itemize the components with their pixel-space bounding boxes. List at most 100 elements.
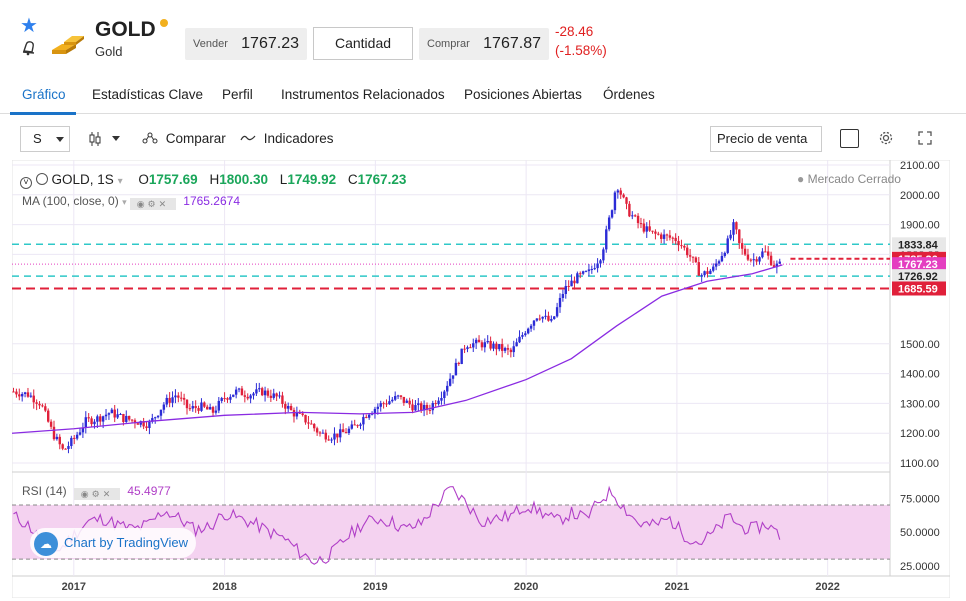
candle-body: [654, 231, 657, 234]
candle-body: [260, 388, 264, 396]
candle-body: [362, 416, 365, 425]
star-icon[interactable]: ★: [20, 15, 38, 37]
rsi-tick-label: 50.0000: [900, 527, 940, 539]
candle-body: [373, 408, 377, 414]
candle-body: [304, 414, 307, 423]
candle-body: [127, 415, 131, 420]
candle-body: [298, 412, 301, 414]
indicators-button[interactable]: Indicadores: [240, 131, 334, 146]
collapse-icon[interactable]: ˅: [20, 177, 32, 189]
candle-body: [506, 348, 510, 350]
candle-body: [706, 271, 709, 274]
fullscreen-icon[interactable]: [918, 131, 932, 145]
chevron-down-icon[interactable]: ▾: [122, 197, 127, 207]
market-status-dot: [160, 19, 168, 27]
tradingview-badge[interactable]: ☁ Chart by TradingView: [30, 528, 197, 558]
candle-body: [58, 436, 61, 445]
candle-body: [498, 344, 501, 350]
candle-body: [162, 404, 166, 410]
candle-body: [122, 414, 125, 422]
sell-button[interactable]: Vender 1767.23: [185, 28, 307, 60]
candle-body: [726, 238, 729, 253]
tab-perfil[interactable]: Perfil: [222, 87, 253, 102]
candle-body: [284, 403, 287, 409]
candle-body: [52, 426, 56, 440]
rsi-value: 45.4977: [127, 484, 171, 498]
candle-body: [367, 414, 371, 418]
candle-body: [694, 257, 698, 263]
candle-body: [581, 271, 585, 274]
price-type-select[interactable]: Precio de venta: [710, 126, 822, 167]
candle-body: [96, 416, 99, 422]
tab-ordenes[interactable]: Órdenes: [603, 87, 655, 102]
candle-body: [405, 400, 408, 403]
candle-body: [550, 318, 553, 321]
quantity-input[interactable]: Cantidad: [313, 27, 413, 60]
gear-icon[interactable]: [878, 130, 894, 146]
chart-type-select[interactable]: [78, 126, 130, 152]
chevron-down-icon[interactable]: ▾: [117, 176, 123, 187]
candle-body: [393, 396, 397, 400]
candle-body: [295, 412, 299, 417]
candle-body: [185, 399, 189, 409]
candle-body: [70, 437, 73, 447]
candle-body: [168, 397, 171, 403]
price-axis-label: 1767.23: [898, 259, 938, 271]
candle-body: [125, 415, 128, 422]
candle-body: [688, 255, 692, 257]
candle-body: [64, 448, 67, 450]
candle-body: [460, 348, 463, 364]
candle-body: [671, 237, 674, 239]
price-axis-label: 1726.92: [898, 271, 938, 283]
candle-body: [365, 416, 368, 418]
indicator-controls[interactable]: ◉⚙✕: [74, 488, 121, 500]
candle-body: [194, 406, 197, 409]
candle-body: [633, 215, 637, 217]
candle-body: [356, 425, 359, 427]
candle-body: [110, 409, 114, 414]
instrument-header: ★ GOLD Gold Vender 1767.23 Cantidad Comp…: [0, 0, 966, 72]
change-percent: (-1.58%): [555, 43, 607, 58]
symbol-search-icon[interactable]: [35, 173, 48, 185]
screenshot-checkbox[interactable]: [840, 129, 859, 148]
interval-select[interactable]: S: [20, 126, 70, 152]
candle-body: [217, 400, 221, 411]
candle-body: [275, 393, 278, 397]
candle-body: [116, 414, 119, 418]
candle-body: [229, 396, 232, 400]
candle-body: [324, 432, 327, 440]
tab-estadisticas[interactable]: Estadísticas Clave: [92, 87, 204, 102]
tab-grafico[interactable]: Gráfico: [22, 87, 66, 102]
bell-icon[interactable]: [20, 38, 38, 56]
candle-body: [197, 408, 200, 411]
watermark-text: Chart by TradingView: [64, 535, 189, 550]
candle-body: [752, 259, 755, 261]
candle-body: [732, 222, 735, 235]
indicator-controls[interactable]: ◉⚙✕: [129, 198, 176, 210]
candle-body: [512, 346, 515, 353]
candle-body: [417, 403, 420, 406]
sell-price: 1767.23: [241, 35, 299, 52]
buy-button[interactable]: Comprar 1767.87: [419, 28, 549, 60]
candle-body: [203, 402, 206, 407]
candle-body: [680, 245, 683, 247]
candle-body: [41, 405, 44, 407]
candle-body: [758, 257, 761, 262]
tab-instrumentos[interactable]: Instrumentos Relacionados: [281, 87, 445, 102]
price-axis-label: 1833.84: [898, 239, 939, 251]
candle-body: [576, 273, 579, 284]
change-value: -28.46: [555, 24, 594, 39]
compare-button[interactable]: Comparar: [142, 131, 226, 146]
compare-label: Comparar: [165, 131, 226, 146]
candle-body: [683, 245, 686, 248]
candle-body: [200, 402, 203, 411]
candle-body: [483, 342, 487, 348]
x-tick-label: 2020: [514, 581, 538, 593]
candle-body: [391, 399, 394, 402]
candle-body: [206, 406, 209, 410]
chart-area[interactable]: 2017 2018 2019 2020 2021 2022 2100.00 2000.00 19…: [11, 159, 951, 599]
tab-posiciones[interactable]: Posiciones Abiertas: [464, 87, 582, 102]
candle-body: [587, 269, 591, 272]
candle-body: [529, 325, 533, 329]
candle-body: [18, 394, 21, 397]
